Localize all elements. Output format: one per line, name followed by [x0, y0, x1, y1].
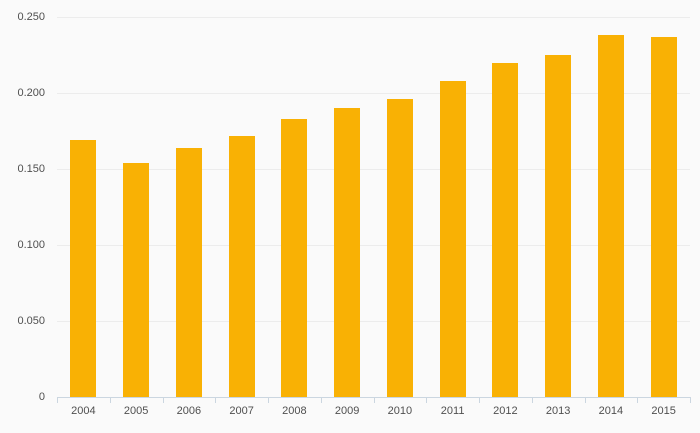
y-axis-tick-label: 0.050 [17, 315, 45, 327]
x-axis-tick [215, 397, 217, 403]
bar-2013[interactable] [545, 55, 572, 397]
bar-2011[interactable] [439, 80, 466, 397]
y-gridline [57, 320, 690, 322]
bar-2015[interactable] [650, 36, 677, 397]
x-axis-label-2005: 2005 [123, 405, 149, 417]
x-axis-label-2012: 2012 [493, 405, 518, 417]
x-axis-label-2010: 2010 [387, 405, 413, 417]
x-axis-label-2009: 2009 [334, 405, 360, 417]
x-axis-label-2006: 2006 [176, 405, 202, 417]
bar-2005[interactable] [123, 162, 150, 397]
y-gridline [57, 168, 690, 170]
x-axis-label-2011: 2011 [440, 405, 465, 417]
x-axis-tick [57, 397, 58, 403]
x-axis-tick [426, 397, 428, 403]
y-axis-tick-label: 0.100 [17, 239, 45, 251]
y-axis-tick-label: 0.150 [17, 163, 45, 175]
bar-2006[interactable] [175, 147, 202, 397]
x-axis-tick [162, 397, 164, 403]
bar-2010[interactable] [386, 99, 413, 397]
x-axis-tick [637, 397, 639, 403]
x-axis-label-2014: 2014 [598, 405, 624, 417]
bar-2008[interactable] [281, 118, 308, 397]
bar-2004[interactable] [70, 140, 97, 397]
y-gridline [57, 92, 690, 94]
bar-2014[interactable] [597, 35, 624, 397]
x-axis-tick [584, 397, 586, 403]
x-axis-tick [109, 397, 111, 403]
x-axis-tick [373, 397, 375, 403]
x-axis-tick [320, 397, 322, 403]
x-axis-label-2004: 2004 [71, 405, 96, 417]
x-axis-label-2007: 2007 [229, 405, 254, 417]
y-axis-tick-label: 0 [38, 391, 45, 403]
x-axis-tick [690, 397, 691, 403]
y-axis-tick-label: 0.250 [17, 11, 45, 23]
x-axis-label-2015: 2015 [651, 405, 676, 417]
y-gridline [57, 244, 690, 246]
bar-2012[interactable] [492, 62, 519, 397]
x-axis-tick [531, 397, 533, 403]
x-axis-tick [268, 397, 269, 403]
y-gridline [57, 16, 690, 18]
bar-2009[interactable] [334, 108, 361, 397]
x-axis-label-2008: 2008 [282, 405, 307, 417]
x-axis-tick [479, 397, 480, 403]
y-axis-tick-label: 0.200 [17, 87, 45, 99]
x-axis-label-2013: 2013 [545, 405, 571, 417]
bar-2007[interactable] [228, 135, 255, 397]
